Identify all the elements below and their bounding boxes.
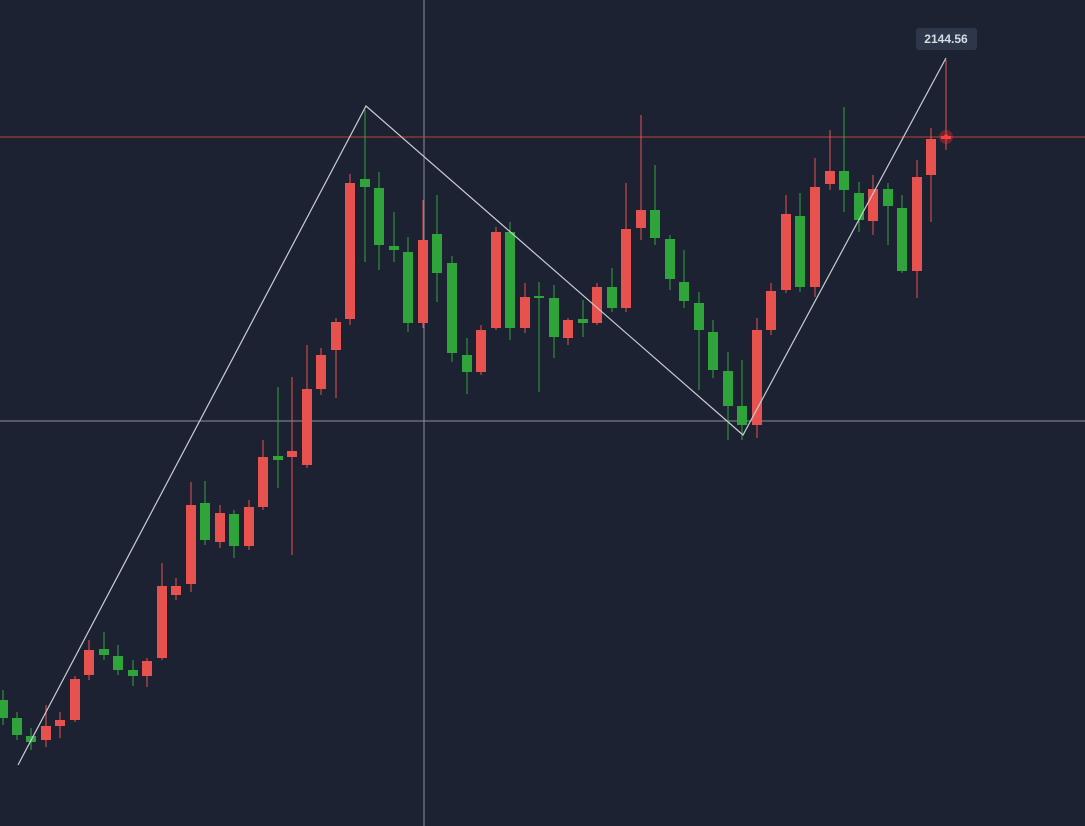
candle-body [839, 171, 849, 190]
candle-body [723, 371, 733, 406]
candle-body [868, 189, 878, 221]
candle-body [621, 229, 631, 308]
candle-body [374, 188, 384, 245]
candle-body [592, 287, 602, 323]
candle-body [708, 332, 718, 370]
candle-body [766, 291, 776, 330]
candle-body [55, 720, 65, 726]
candle-body [316, 355, 326, 389]
candle-body [578, 319, 588, 323]
candle-body [636, 210, 646, 228]
candle-body [113, 656, 123, 670]
candle-body [854, 193, 864, 220]
candle-body [142, 661, 152, 676]
candle-body [825, 171, 835, 184]
candle-body [157, 586, 167, 658]
candle-body [432, 234, 442, 273]
tooltip-box [916, 28, 977, 50]
candle-body [244, 507, 254, 546]
candle-body [665, 239, 675, 279]
candle-body [810, 187, 820, 287]
candle-body [752, 330, 762, 425]
candle-body [360, 179, 370, 187]
candle-body [0, 700, 8, 718]
candle-body [912, 177, 922, 271]
candle-body [505, 232, 515, 328]
candle-body [345, 183, 355, 319]
candle-body [287, 451, 297, 457]
candle-body [302, 389, 312, 465]
zigzag-drawing [17, 57, 947, 766]
candle-body [737, 406, 747, 425]
candle-body [476, 330, 486, 372]
candle-body [84, 650, 94, 675]
candle-body [258, 457, 268, 507]
candle-body [418, 240, 428, 323]
candle-body [70, 679, 80, 720]
candle-body [403, 252, 413, 323]
candle-body [679, 282, 689, 301]
candle-body [549, 298, 559, 337]
candle-body [273, 456, 283, 460]
candle-body [563, 320, 573, 338]
candle-body [186, 505, 196, 584]
candle-body [229, 514, 239, 546]
candle-body [99, 649, 109, 655]
candle-body [926, 139, 936, 175]
candle-body [534, 296, 544, 298]
tooltip-text: 2144.56 [924, 32, 968, 46]
candle-body [200, 503, 210, 540]
candle-body [447, 263, 457, 353]
candle-body [171, 586, 181, 595]
candle-body [607, 287, 617, 308]
candle-body [650, 210, 660, 238]
candle-body [795, 216, 805, 287]
candle-body [12, 718, 22, 735]
candle-body [41, 726, 51, 740]
candle-body [128, 670, 138, 676]
candle-body [26, 736, 36, 742]
candle-body [331, 322, 341, 350]
candle-body [462, 355, 472, 372]
candles [0, 60, 951, 750]
candle-body [389, 246, 399, 250]
candle-body [491, 232, 501, 328]
candle-body [883, 189, 893, 206]
candle-body [520, 297, 530, 328]
price-dot [943, 134, 949, 140]
candle-body [781, 214, 791, 290]
candle-body [897, 208, 907, 271]
candle-body [694, 303, 704, 330]
candle-body [215, 513, 225, 542]
